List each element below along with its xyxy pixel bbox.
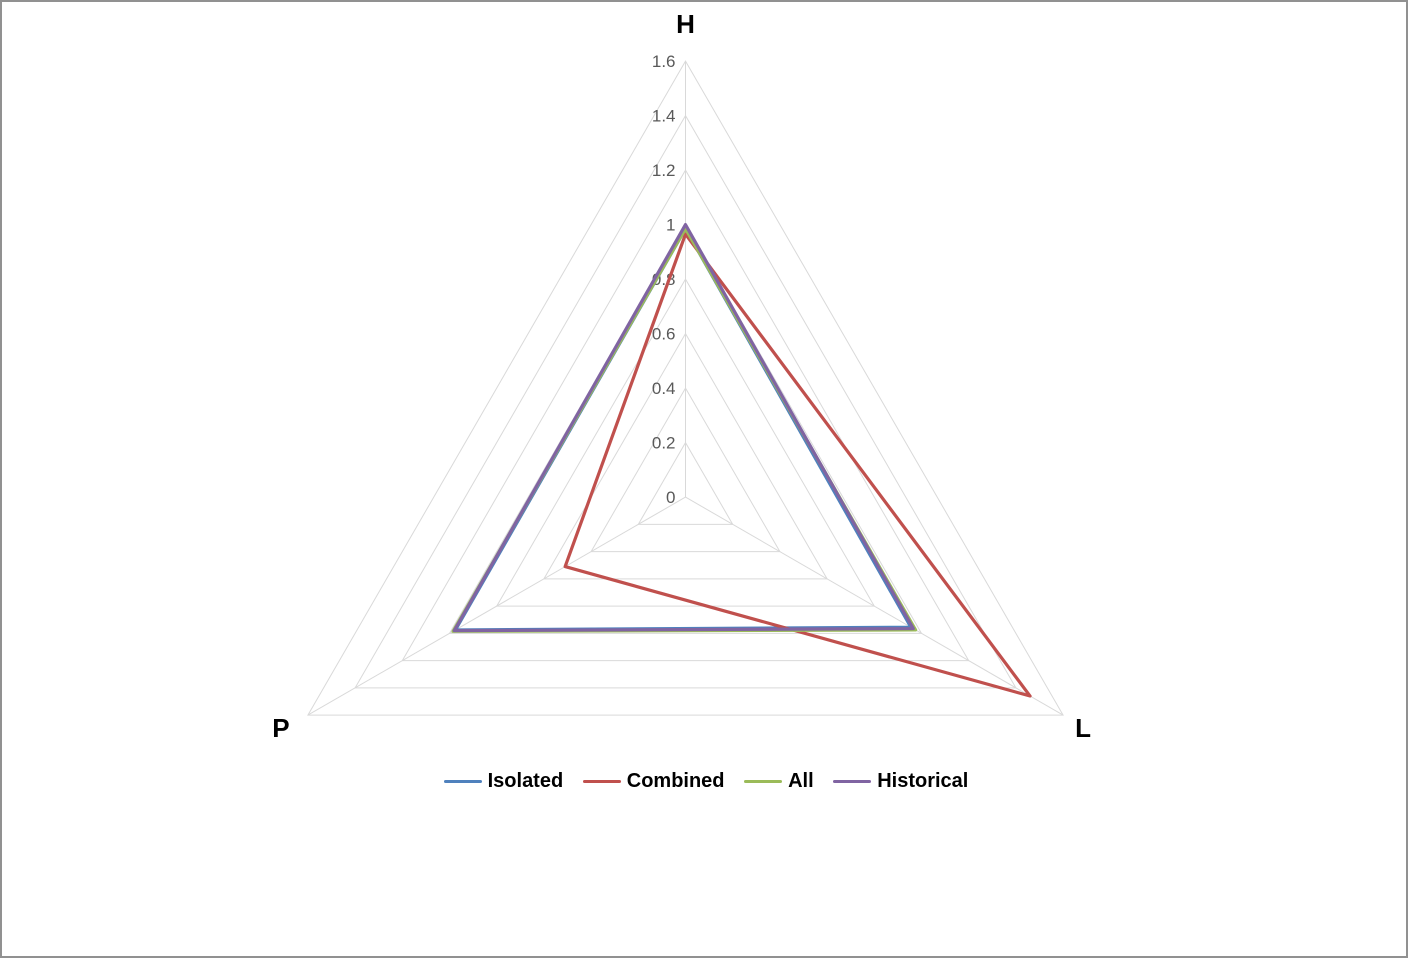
svg-text:P: P xyxy=(272,713,289,743)
svg-text:0: 0 xyxy=(666,488,675,507)
svg-text:1.4: 1.4 xyxy=(652,107,676,126)
svg-text:0.6: 0.6 xyxy=(652,325,676,344)
svg-text:H: H xyxy=(676,9,695,39)
svg-text:0.4: 0.4 xyxy=(652,379,676,398)
svg-text:1: 1 xyxy=(666,216,675,235)
svg-text:1.6: 1.6 xyxy=(652,52,676,71)
svg-text:1.2: 1.2 xyxy=(652,161,676,180)
svg-text:0.2: 0.2 xyxy=(652,434,676,453)
svg-text:L: L xyxy=(1075,713,1091,743)
